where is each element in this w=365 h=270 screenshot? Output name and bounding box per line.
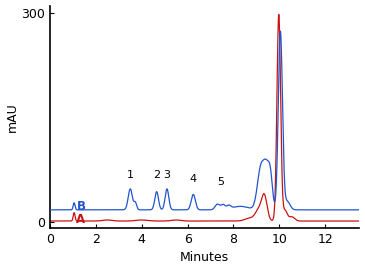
- Y-axis label: mAU: mAU: [5, 102, 19, 132]
- X-axis label: Minutes: Minutes: [180, 251, 229, 264]
- Text: 3: 3: [164, 170, 170, 180]
- Text: 2: 2: [153, 170, 160, 180]
- Text: B: B: [76, 200, 85, 213]
- Text: 4: 4: [190, 174, 197, 184]
- Text: 1: 1: [127, 170, 134, 180]
- Text: 5: 5: [217, 177, 224, 187]
- Text: A: A: [76, 213, 85, 226]
